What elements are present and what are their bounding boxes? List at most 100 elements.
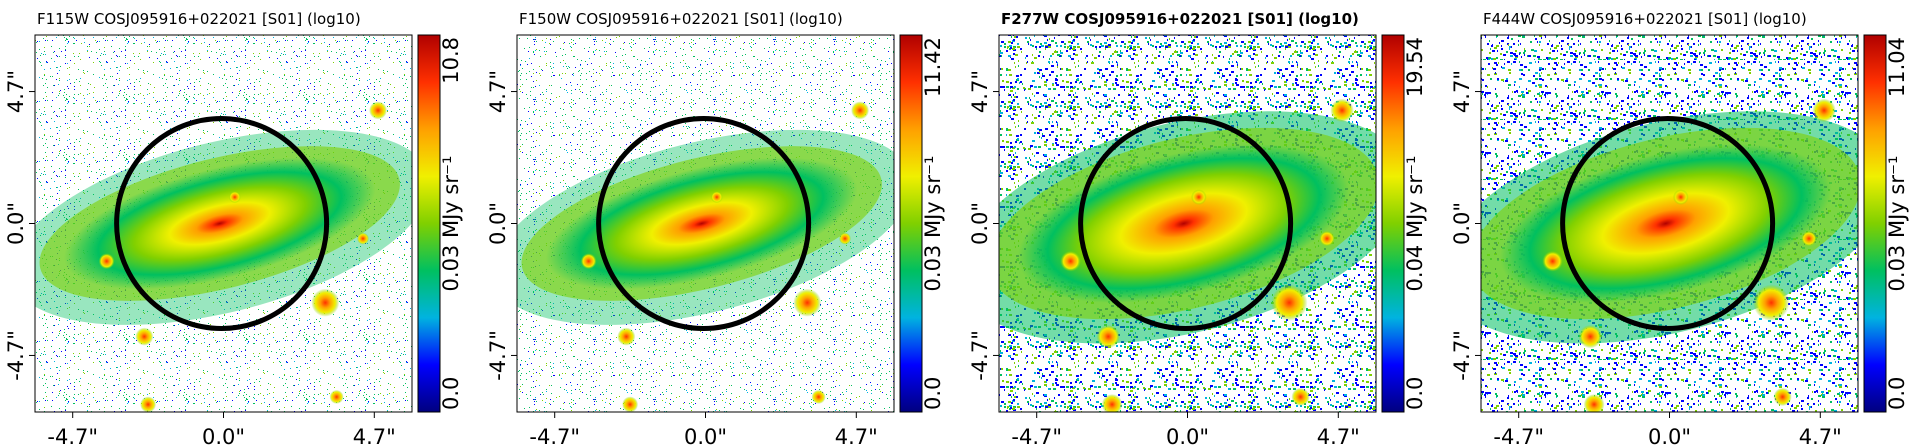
y-tick-label: 4.7": [1450, 70, 1474, 113]
y-tick-label: 0.0": [486, 202, 510, 245]
y-tick-label: 4.7": [4, 70, 28, 113]
colorbar: 10.8 0.03 MJy sr⁻¹ 0.0: [417, 34, 463, 413]
x-tick-label: -4.7": [1011, 425, 1062, 447]
x-tick-label: 0.0": [202, 425, 245, 447]
y-tick-label: -4.7": [4, 330, 28, 381]
colorbar: 11.42 0.03 MJy sr⁻¹ 0.0: [899, 34, 945, 413]
colorbar-mid-value: 0.03: [1885, 245, 1909, 292]
y-tick-label: 0.0": [4, 202, 28, 245]
source-marker: [228, 191, 241, 204]
galaxy-image: [999, 35, 1376, 412]
galaxy-image: [35, 35, 412, 412]
panel-title: F115W COSJ095916+022021 [S01] (log10): [37, 10, 361, 28]
source-marker: [1330, 98, 1354, 123]
x-tick-label: 4.7": [1317, 425, 1360, 447]
aperture-circle: [114, 116, 330, 331]
colorbar-spacer: [439, 238, 463, 245]
source-marker: [622, 396, 639, 412]
colorbar-mid-value: 0.03: [921, 245, 945, 292]
source-marker: [1801, 230, 1817, 247]
source-marker: [617, 327, 636, 346]
source-marker: [851, 101, 870, 120]
colorbar-min-label: 0.0: [921, 377, 945, 410]
source-marker: [811, 389, 826, 404]
source-marker: [135, 327, 154, 346]
source-marker: [1812, 98, 1836, 123]
source-marker: [1583, 394, 1605, 412]
colorbar-mid-label: 0.03 MJy sr⁻¹: [1885, 156, 1909, 292]
colorbar-mid-label: 0.04 MJy sr⁻¹: [1403, 156, 1427, 292]
colorbar-mid-value: 0.03: [439, 245, 463, 292]
y-tick-label: 4.7": [968, 70, 992, 113]
colorbar-min-label: 0.0: [1403, 377, 1427, 410]
colorbar-min-label: 0.0: [439, 377, 463, 410]
aperture-circle: [596, 116, 812, 331]
image-panel: F277W COSJ095916+022021 [S01] (log10) -4.…: [968, 10, 1427, 447]
colorbar-mid-value: 0.04: [1403, 245, 1427, 292]
x-tick-label: 4.7": [353, 425, 396, 447]
x-tick-label: 0.0": [1648, 425, 1691, 447]
source-marker: [1101, 394, 1123, 412]
source-marker: [1271, 284, 1308, 321]
source-marker: [140, 396, 157, 412]
galaxy-image: [517, 35, 894, 412]
colorbar-mid-label: 0.03 MJy sr⁻¹: [439, 156, 463, 292]
colorbar-spacer: [1403, 238, 1427, 245]
x-tick-label: 4.7": [835, 425, 878, 447]
source-marker: [356, 232, 369, 245]
source-marker: [329, 389, 344, 404]
image-panel: F115W COSJ095916+022021 [S01] (log10) -4.…: [4, 10, 463, 447]
source-marker: [98, 253, 115, 270]
colorbar-min-label: 0.0: [1885, 377, 1909, 410]
panel-title: F444W COSJ095916+022021 [S01] (log10): [1483, 10, 1807, 28]
y-tick-label: 0.0": [968, 202, 992, 245]
y-tick-label: 0.0": [1450, 202, 1474, 245]
source-marker: [1578, 324, 1603, 349]
colorbar-max-label: 11.04: [1885, 37, 1909, 97]
x-tick-label: -4.7": [1493, 425, 1544, 447]
aperture-circle: [1560, 116, 1776, 331]
image-panel: F150W COSJ095916+022021 [S01] (log10) -4.…: [486, 10, 945, 447]
x-tick-label: 0.0": [1166, 425, 1209, 447]
source-marker: [1291, 387, 1310, 407]
colorbar-max-label: 10.8: [439, 37, 463, 84]
source-marker: [1753, 284, 1790, 321]
y-tick-label: -4.7": [1450, 330, 1474, 381]
colorbar-unit: MJy sr⁻¹: [921, 156, 945, 239]
colorbar-unit: MJy sr⁻¹: [1403, 156, 1427, 239]
x-tick-label: -4.7": [47, 425, 98, 447]
source-marker: [710, 191, 723, 204]
colorbar-mid-label: 0.03 MJy sr⁻¹: [921, 156, 945, 292]
source-marker: [1319, 230, 1335, 247]
y-tick-label: 4.7": [486, 70, 510, 113]
source-marker: [1773, 387, 1792, 407]
aperture-circle: [1078, 116, 1294, 331]
colorbar-spacer: [921, 238, 945, 245]
source-marker: [369, 101, 388, 120]
galaxy-image: [1481, 35, 1858, 412]
colorbar: 19.54 0.04 MJy sr⁻¹ 0.0: [1381, 34, 1427, 413]
source-marker: [838, 232, 851, 245]
source-marker: [580, 253, 597, 270]
source-marker: [311, 288, 340, 317]
source-marker: [1096, 324, 1121, 349]
colorbar-max-label: 11.42: [921, 37, 945, 97]
y-tick-label: -4.7": [968, 330, 992, 381]
colorbar-max-label: 19.54: [1403, 37, 1427, 97]
source-marker: [1673, 189, 1689, 205]
panel-title: F150W COSJ095916+022021 [S01] (log10): [519, 10, 843, 28]
colorbar: 11.04 0.03 MJy sr⁻¹ 0.0: [1863, 34, 1909, 413]
colorbar-spacer: [1885, 238, 1909, 245]
image-panel: F444W COSJ095916+022021 [S01] (log10) -4.…: [1450, 10, 1909, 447]
x-tick-label: 4.7": [1799, 425, 1842, 447]
colorbar-unit: MJy sr⁻¹: [439, 156, 463, 239]
source-marker: [1191, 189, 1207, 205]
source-marker: [1060, 250, 1082, 272]
colorbar-unit: MJy sr⁻¹: [1885, 156, 1909, 239]
y-tick-label: -4.7": [486, 330, 510, 381]
panel-title: F277W COSJ095916+022021 [S01] (log10): [1001, 10, 1359, 28]
source-marker: [1542, 250, 1564, 272]
x-tick-label: 0.0": [684, 425, 727, 447]
x-tick-label: -4.7": [529, 425, 580, 447]
